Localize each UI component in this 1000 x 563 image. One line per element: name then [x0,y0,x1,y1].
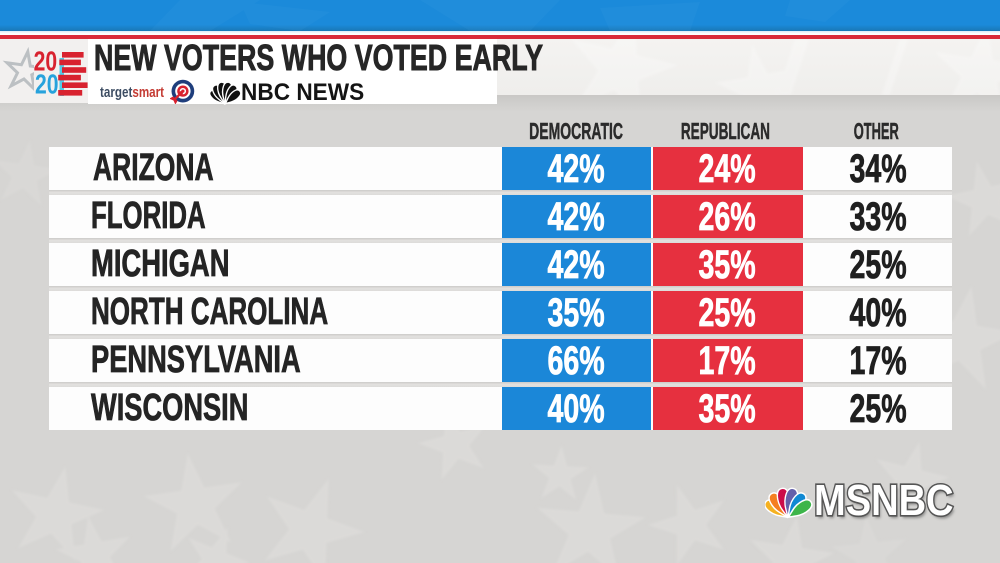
svg-text:20: 20 [34,47,58,77]
svg-text:20: 20 [35,70,59,100]
